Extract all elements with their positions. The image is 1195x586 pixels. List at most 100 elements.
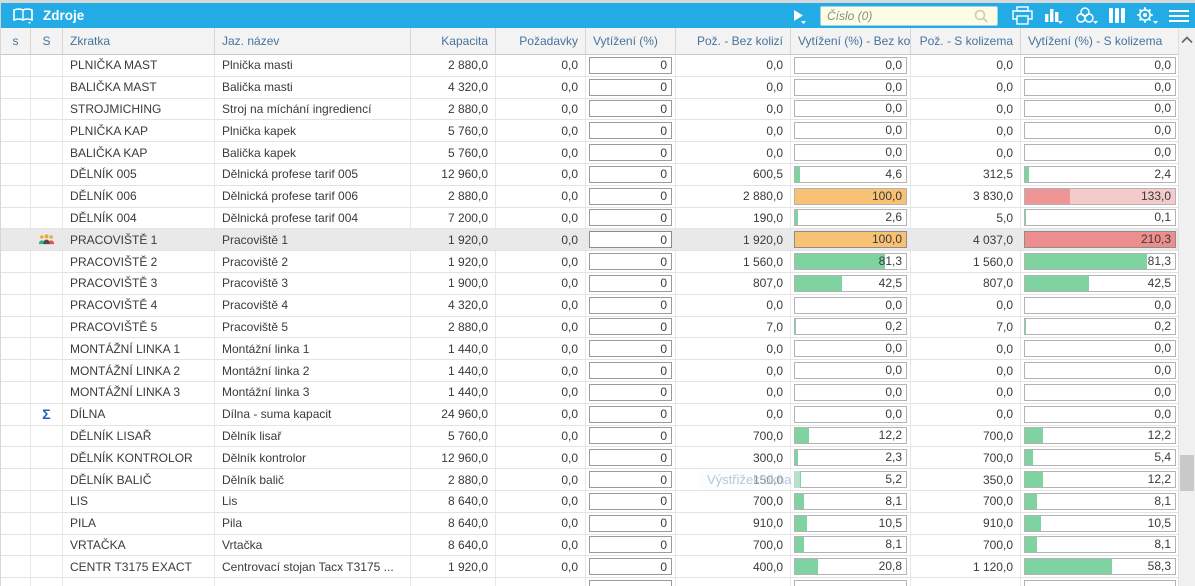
columns-icon[interactable]: [1108, 6, 1126, 25]
req-no-collision-cell: 700,0: [676, 425, 791, 447]
table-row-partial[interactable]: [1, 578, 1179, 586]
utilization-input[interactable]: [589, 165, 672, 183]
utilization-input[interactable]: [589, 274, 672, 292]
table-row[interactable]: STROJMICHING Stroj na míchání ingrediencí…: [1, 98, 1179, 121]
utilization-input[interactable]: [589, 122, 672, 140]
util-with-collision-cell: 210,3: [1021, 229, 1179, 250]
utilization-input[interactable]: [589, 449, 672, 467]
resource-code-cell: PRACOVIŠTĚ 1: [63, 229, 215, 251]
utilization-bar: 0,0: [794, 144, 907, 162]
resource-code-cell: BALIČKA KAP: [63, 142, 215, 163]
req-with-collision-cell: 0,0: [911, 120, 1021, 142]
bar-chart-icon[interactable]: [1043, 6, 1065, 25]
column-header-poz_bez[interactable]: Pož. - Bez kolizí: [676, 28, 791, 55]
column-header-vyt_s[interactable]: Vytížení (%) - S kolizema: [1028, 34, 1163, 48]
column-header-nazev[interactable]: Jaz. název: [215, 28, 411, 55]
title-bar: Zdroje: [1, 3, 1195, 28]
utilization-input[interactable]: [589, 580, 672, 586]
utilization-input[interactable]: [589, 78, 672, 96]
capacity-cell: 1 440,0: [411, 360, 496, 381]
utilization-input[interactable]: [589, 492, 672, 510]
table-row[interactable]: DĚLNÍK 004 Dělnická profese tarif 004 7 20…: [1, 207, 1179, 230]
search-input[interactable]: [821, 7, 973, 24]
settings-icon[interactable]: [1135, 6, 1159, 26]
column-header-S[interactable]: S: [31, 28, 63, 55]
utilization-bar: 42,5: [794, 274, 907, 292]
menu-icon[interactable]: [1168, 8, 1190, 24]
table-row[interactable]: DĚLNÍK KONTROLOR Dělník kontrolor 12 960,0…: [1, 447, 1179, 470]
column-header-s[interactable]: s: [1, 28, 31, 55]
row-icon-cell: [31, 381, 63, 403]
table-row[interactable]: CENTR T3175 EXACT Centrovací stojan Tacx …: [1, 556, 1179, 579]
printer-icon[interactable]: [1011, 6, 1034, 25]
row-icon-cell: [31, 360, 63, 381]
row-marker-cell: [1, 251, 31, 272]
scrollbar-thumb[interactable]: [1180, 455, 1194, 491]
utilization-bar: [1024, 580, 1176, 586]
utilization-input[interactable]: [589, 231, 672, 249]
utilization-input[interactable]: [589, 56, 672, 74]
row-marker-cell: [1, 163, 31, 185]
play-icon[interactable]: [791, 8, 807, 24]
resource-code-cell: DÍLNA: [63, 403, 215, 425]
requirements-cell: 0,0: [496, 534, 586, 556]
book-icon[interactable]: [11, 7, 35, 25]
utilization-input[interactable]: [589, 383, 672, 401]
utilization-input[interactable]: [589, 187, 672, 205]
resource-name-cell: Montážní linka 2: [215, 360, 411, 381]
utilization-input[interactable]: [589, 514, 672, 532]
utilization-bar: 0,0: [794, 340, 907, 358]
utilization-input-cell: [586, 98, 676, 120]
utilization-input[interactable]: [589, 427, 672, 445]
utilization-input[interactable]: [589, 209, 672, 227]
scroll-up-icon[interactable]: [1179, 32, 1195, 48]
resource-name-cell: Pracoviště 5: [215, 316, 411, 338]
utilization-input[interactable]: [589, 144, 672, 162]
row-marker-cell: [1, 55, 31, 76]
row-icon-cell: [31, 185, 63, 207]
column-header-pozadavky[interactable]: Požadavky: [496, 28, 586, 55]
table-row[interactable]: DĚLNÍK 006 Dělnická profese tarif 006 2 88…: [1, 185, 1179, 208]
column-header-kapacita[interactable]: Kapacita: [411, 28, 496, 55]
utilization-input[interactable]: [589, 536, 672, 554]
utilization-input[interactable]: [589, 558, 672, 576]
column-header-zkratka[interactable]: Zkratka: [63, 28, 215, 55]
column-header-poz_s[interactable]: Pož. - S kolizema: [911, 28, 1021, 55]
group-icon[interactable]: [1074, 6, 1099, 26]
column-header-vyt_bez[interactable]: Vytížení (%) - Bez kolizí: [791, 28, 911, 55]
utilization-value: 0,0: [885, 79, 902, 94]
resource-name-cell: Balička masti: [215, 76, 411, 98]
utilization-input[interactable]: [589, 340, 672, 358]
req-with-collision-cell: 0,0: [911, 142, 1021, 163]
utilization-input[interactable]: [589, 362, 672, 380]
utilization-input[interactable]: [589, 471, 672, 489]
utilization-input[interactable]: [589, 253, 672, 271]
table-row[interactable]: DĚLNÍK 005 Dělnická profese tarif 005 12 9…: [1, 163, 1179, 186]
utilization-input[interactable]: [589, 296, 672, 314]
utilization-input[interactable]: [589, 405, 672, 423]
util-no-collision-cell: 0,0: [791, 98, 911, 120]
column-header-vytizeni[interactable]: Vytížení (%): [586, 28, 676, 55]
util-with-collision-cell: 81,3: [1021, 251, 1179, 272]
utilization-input[interactable]: [589, 318, 672, 336]
vertical-scrollbar[interactable]: [1178, 28, 1195, 586]
utilization-input[interactable]: [589, 100, 672, 118]
